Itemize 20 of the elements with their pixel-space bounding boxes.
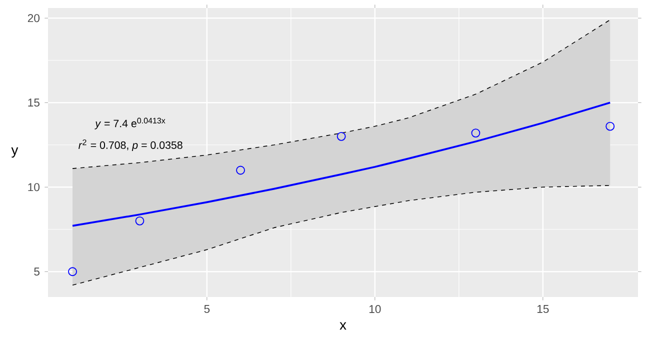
y-tick-label: 5 [34, 268, 40, 276]
line-series [72, 102, 612, 227]
x-axis-title: x [340, 322, 346, 330]
x-tick-label: 10 [369, 305, 381, 314]
point [336, 132, 346, 141]
point [236, 166, 245, 175]
y-axis-title: y [11, 147, 18, 158]
y-tick-label: 20 [28, 14, 40, 22]
x-tick-label: 5 [204, 305, 210, 313]
point [606, 122, 615, 131]
y-tick-label: 10 [28, 183, 40, 192]
x-tick-label: 15 [537, 305, 549, 313]
point [135, 216, 144, 226]
point [68, 267, 78, 276]
y-tick-label: 15 [28, 98, 40, 107]
annotation: y = 7.4 e$^{0.0413x}$ [94, 118, 166, 130]
line-series [72, 185, 611, 286]
point [471, 128, 480, 138]
annotation: r$^{2}$ = 0.708, p = 0.0358 [78, 139, 182, 152]
line-series [72, 19, 611, 169]
